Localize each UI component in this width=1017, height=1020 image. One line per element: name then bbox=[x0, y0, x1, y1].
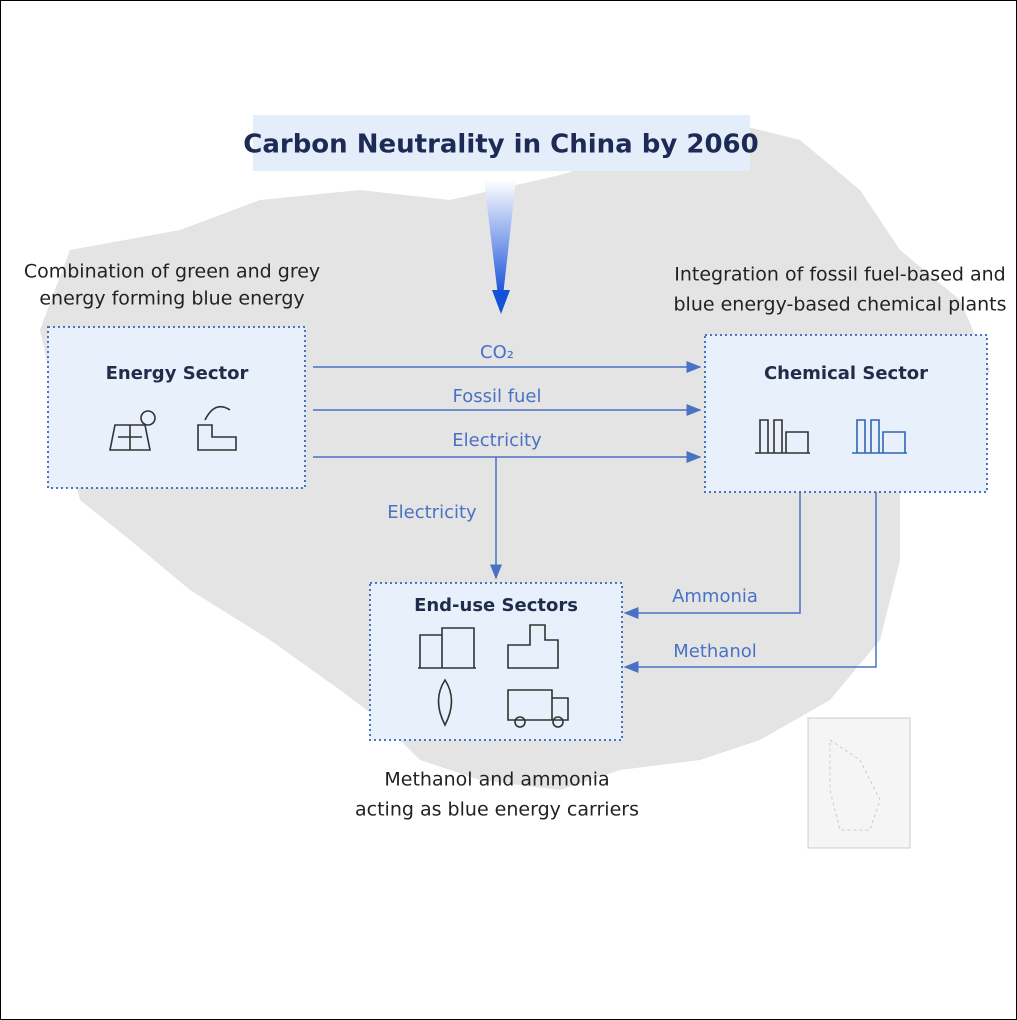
title: Carbon Neutrality in China by 2060 bbox=[243, 130, 759, 160]
energy-node: Energy Sector bbox=[47, 326, 306, 489]
caption: Methanol and ammonia bbox=[384, 769, 609, 791]
down-arrow-head bbox=[492, 290, 510, 314]
inset-shape bbox=[829, 739, 881, 831]
inset-map bbox=[807, 717, 911, 849]
edge-label: Methanol bbox=[673, 641, 757, 662]
node-label: Chemical Sector bbox=[764, 363, 928, 384]
node-label: Energy Sector bbox=[106, 363, 249, 384]
caption: blue energy-based chemical plants bbox=[674, 294, 1007, 316]
node-label: End-use Sectors bbox=[414, 595, 578, 616]
edge-label: CO₂ bbox=[480, 342, 514, 363]
edges bbox=[313, 361, 877, 673]
edge-label: Fossil fuel bbox=[452, 386, 541, 407]
edge-label: Ammonia bbox=[672, 586, 758, 607]
edge-label: Electricity bbox=[452, 430, 542, 451]
caption: Integration of fossil fuel-based and bbox=[674, 264, 1006, 286]
end-use-node: End-use Sectors bbox=[369, 582, 623, 741]
caption: acting as blue energy carriers bbox=[355, 799, 639, 821]
edge-label: Electricity bbox=[387, 502, 477, 523]
down-arrow bbox=[484, 180, 516, 296]
chemical-node: Chemical Sector bbox=[704, 334, 988, 493]
caption: energy forming blue energy bbox=[39, 288, 304, 310]
title-box bbox=[253, 115, 750, 171]
caption: Combination of green and grey bbox=[24, 261, 320, 283]
map bbox=[40, 120, 990, 790]
